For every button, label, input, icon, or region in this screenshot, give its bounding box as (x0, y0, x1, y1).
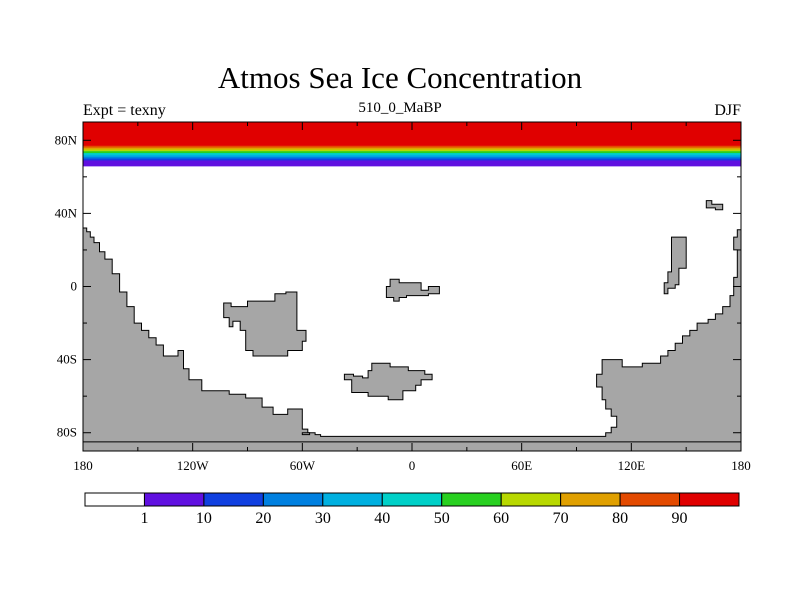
colorbar-swatch-4 (322, 492, 383, 507)
ice-band-6 (83, 154, 741, 158)
colorbar: 1 10 20 30 40 50 60 70 80 90 (84, 492, 740, 527)
x-tick-label: 0 (409, 458, 416, 473)
landmass-0 (83, 227, 741, 451)
ice-band-4 (83, 151, 741, 154)
colorbar-label: 10 (196, 510, 212, 527)
colorbar-swatch-2 (203, 492, 264, 507)
x-tick-label: 180 (73, 458, 93, 473)
landmass-1 (301, 432, 311, 436)
axis-ticks: 180 120W 60W 0 60E 120E 180 80N 40N 0 40S 80S (55, 122, 751, 473)
period-label: 510_0_MaBP (358, 100, 442, 116)
x-tick-label: 60W (290, 458, 316, 473)
ice-band-7 (83, 156, 741, 160)
y-tick-label: 40S (57, 352, 77, 367)
y-tick-label: 80N (55, 132, 78, 147)
season-label: DJF (714, 102, 741, 119)
landmass-6 (663, 236, 687, 295)
colorbar-label: 80 (612, 510, 628, 527)
x-tick-label: 180 (731, 458, 751, 473)
y-tick-label: 0 (71, 279, 78, 294)
x-tick-label: 120W (177, 458, 210, 473)
landmass-3 (223, 291, 307, 357)
colorbar-swatch-0 (84, 492, 145, 507)
colorbar-swatch-3 (262, 492, 324, 507)
colorbar-swatch-9 (619, 492, 681, 507)
landmass-4 (385, 278, 440, 302)
ice-band-9 (83, 160, 741, 167)
colorbar-swatch-1 (143, 492, 205, 507)
colorbar-label: 60 (493, 510, 509, 527)
colorbar-label: 1 (140, 510, 148, 527)
x-tick-label: 120E (618, 458, 646, 473)
landmass-5 (343, 362, 433, 401)
colorbar-label: 90 (672, 510, 688, 527)
colorbar-label: 30 (315, 510, 331, 527)
landmass-7 (705, 200, 724, 211)
colorbar-swatch-7 (500, 492, 562, 507)
colorbar-swatch-8 (560, 492, 621, 507)
y-tick-label: 40N (55, 205, 78, 220)
colorbar-label: 50 (434, 510, 450, 527)
ice-band-2 (83, 147, 741, 150)
ice-band-5 (83, 153, 741, 156)
plot-title: Atmos Sea Ice Concentration (217, 60, 583, 95)
experiment-label: Expt = texny (83, 102, 166, 119)
y-tick-label: 80S (57, 425, 77, 440)
ice-band-1 (83, 145, 741, 149)
ice-band-8 (83, 158, 741, 161)
colorbar-label: 20 (255, 510, 271, 527)
ice-band-3 (83, 149, 741, 152)
colorbar-swatch-5 (381, 492, 443, 507)
colorbar-label: 70 (553, 510, 569, 527)
x-tick-label: 60E (511, 458, 532, 473)
colorbar-swatch-6 (441, 492, 502, 507)
colorbar-label: 40 (374, 510, 390, 527)
colorbar-swatch-10 (679, 492, 740, 507)
map-content (83, 122, 741, 451)
